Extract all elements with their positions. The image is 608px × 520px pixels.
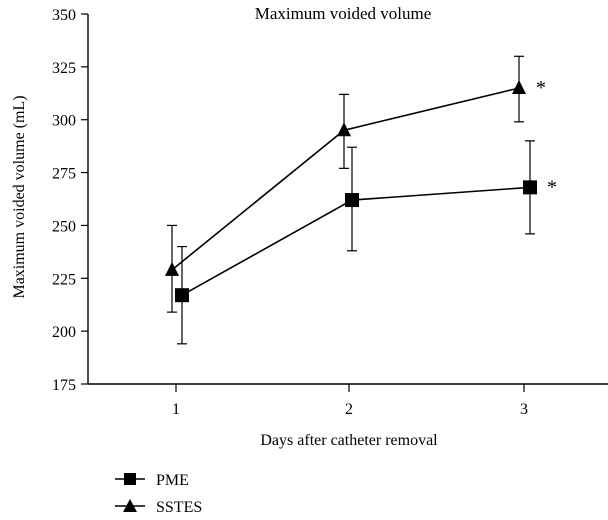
chart-title: Maximum voided volume xyxy=(255,4,432,23)
y-axis-label: Maximum voided volume (mL) xyxy=(11,95,28,298)
marker-triangle-sstes xyxy=(512,80,526,94)
legend: PME SSTES xyxy=(115,472,202,516)
x-axis-ticks: 1 2 3 xyxy=(172,384,528,418)
x-tick-label: 3 xyxy=(520,401,528,418)
marker-square-pme xyxy=(523,180,537,195)
annotation-star-pme: * xyxy=(547,176,557,198)
y-tick-label: 175 xyxy=(52,377,76,394)
y-tick-label: 200 xyxy=(52,324,76,341)
y-tick-label: 350 xyxy=(52,7,76,24)
axes-group xyxy=(87,14,608,385)
y-tick-label: 225 xyxy=(52,271,76,288)
y-tick-label: 300 xyxy=(52,113,76,130)
series-lines-group xyxy=(171,87,531,296)
legend-sstes-label: SSTES xyxy=(156,499,202,516)
legend-sstes-triangle-icon xyxy=(123,499,137,512)
y-axis-ticks: 175 200 225 250 275 300 325 350 xyxy=(52,7,88,394)
y-tick-label: 275 xyxy=(52,166,76,183)
legend-pme-label: PME xyxy=(156,472,189,489)
marker-triangle-sstes xyxy=(165,261,179,276)
legend-pme-square-icon xyxy=(124,473,136,485)
annotations-group: ** xyxy=(536,77,557,198)
marker-square-pme xyxy=(345,193,359,208)
x-tick-label: 1 xyxy=(172,401,180,418)
x-axis-label: Days after catheter removal xyxy=(260,432,438,449)
y-tick-label: 325 xyxy=(52,60,76,77)
legend-item-pme: PME xyxy=(115,472,189,489)
series-line-sstes xyxy=(171,87,520,271)
annotation-star-sstes: * xyxy=(536,77,546,99)
x-tick-label: 2 xyxy=(345,401,353,418)
marker-triangle-sstes xyxy=(337,122,351,137)
marker-square-pme xyxy=(175,288,189,303)
markers-group xyxy=(165,80,537,303)
legend-item-sstes: SSTES xyxy=(115,499,202,516)
y-tick-label: 250 xyxy=(52,218,76,235)
